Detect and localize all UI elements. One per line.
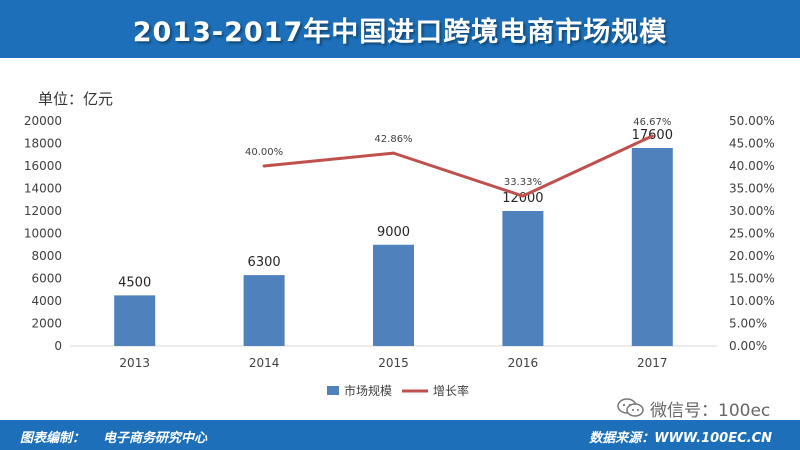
line-data-label: 42.86% <box>374 134 412 145</box>
footer-banner <box>0 420 800 450</box>
title-banner: 2013-2017年中国进口跨境电商市场规模 <box>0 0 800 58</box>
credit-label: 图表编制： <box>20 431 86 446</box>
credit-value: 电子商务研究中心 <box>103 431 208 446</box>
bar-data-label: 12000 <box>502 191 543 206</box>
legend-label-bar: 市场规模 <box>344 383 392 398</box>
right-tick-label: 35.00% <box>729 182 775 196</box>
left-tick-label: 20000 <box>24 114 62 128</box>
bar-data-label: 6300 <box>248 255 281 270</box>
right-tick-label: 5.00% <box>729 317 767 331</box>
line-data-label: 46.67% <box>633 117 671 128</box>
source-label: 数据来源： <box>589 431 655 446</box>
growth-line <box>263 134 653 198</box>
source-value: WWW.100EC.CN <box>654 431 772 446</box>
right-tick-label: 10.00% <box>729 294 775 308</box>
right-tick-label: 40.00% <box>729 159 775 173</box>
left-tick-label: 16000 <box>24 159 62 173</box>
chart-title: 2013-2017年中国进口跨境电商市场规模 <box>132 16 668 48</box>
x-tick-label: 2015 <box>378 356 409 370</box>
wechat-badge: 微信号：100ec <box>614 395 800 421</box>
left-tick-label: 18000 <box>24 137 62 151</box>
line-point <box>392 151 395 155</box>
right-tick-label: 45.00% <box>729 137 775 151</box>
line-data-label: 40.00% <box>245 147 283 158</box>
line-data-label: 33.33% <box>504 177 542 188</box>
bar <box>502 211 544 346</box>
bar <box>631 148 673 346</box>
bar <box>114 295 156 346</box>
unit-label: 单位：亿元 <box>38 90 114 108</box>
wechat-id: 微信号：100ec <box>650 400 771 421</box>
legend-swatch-bar <box>327 386 339 395</box>
left-tick-label: 12000 <box>24 204 62 218</box>
footer-credit: 图表编制： 电子商务研究中心 <box>20 427 207 446</box>
chart-area: 0 2000 4000 6000 8000 10000 12000 14000 16000 180… <box>24 114 775 398</box>
bar <box>243 275 285 346</box>
right-tick-label: 0.00% <box>729 339 767 353</box>
right-tick-label: 25.00% <box>729 227 775 241</box>
left-tick-label: 4000 <box>31 294 62 308</box>
bar <box>373 244 414 346</box>
wechat-icon <box>617 398 644 417</box>
left-tick-label: 0 <box>54 339 62 353</box>
line-point <box>521 194 525 198</box>
left-tick-label: 2000 <box>31 317 62 331</box>
bar-data-label: 9000 <box>377 225 410 240</box>
footer-source: 数据来源：WWW.100EC.CN <box>589 427 772 446</box>
line-point <box>262 164 266 168</box>
right-tick-label: 15.00% <box>729 272 775 286</box>
left-tick-label: 14000 <box>24 182 62 196</box>
x-tick-label: 2017 <box>637 356 668 370</box>
line-point <box>650 134 654 138</box>
bar-data-label: 4500 <box>118 275 151 290</box>
left-tick-label: 10000 <box>24 227 62 241</box>
x-tick-label: 2014 <box>249 356 280 370</box>
legend-label-line: 增长率 <box>433 383 469 398</box>
right-tick-label: 50.00% <box>729 114 775 128</box>
x-tick-label: 2016 <box>508 356 539 370</box>
right-tick-label: 20.00% <box>729 249 775 263</box>
left-tick-label: 6000 <box>31 272 62 286</box>
x-tick-label: 2013 <box>119 356 150 370</box>
left-tick-label: 8000 <box>31 249 62 263</box>
right-tick-label: 30.00% <box>729 204 775 218</box>
